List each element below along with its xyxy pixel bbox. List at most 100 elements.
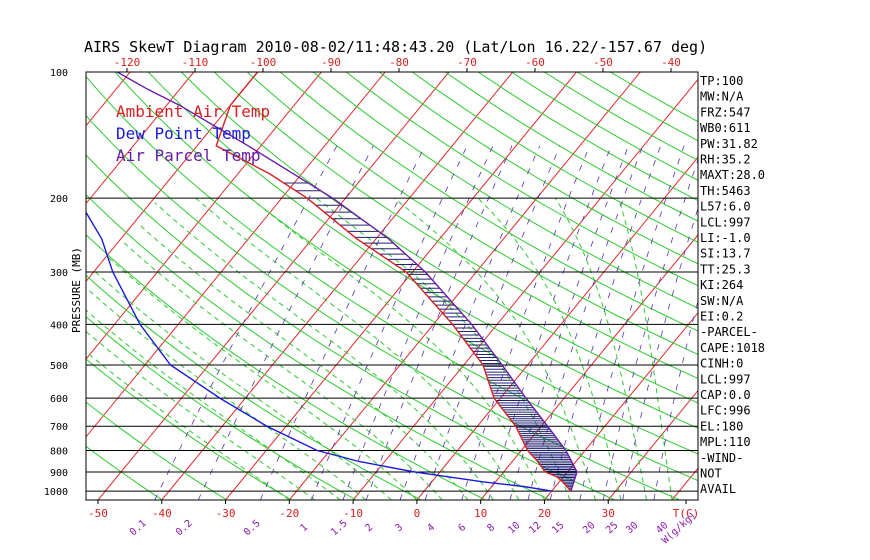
mixing-ratio-line xyxy=(549,145,661,500)
top-tick-label: -60 xyxy=(525,56,545,69)
bottom-tick-label: -10 xyxy=(343,507,363,520)
moist-adiabat-line xyxy=(393,197,596,500)
index-item: EI:0.2 xyxy=(700,310,743,324)
mixing-ratio-label: 4 xyxy=(425,522,437,534)
dry-adiabat-line xyxy=(86,274,422,500)
index-item: MPL:110 xyxy=(700,435,751,449)
isotherm-line xyxy=(86,72,386,438)
top-tick-label: -120 xyxy=(114,56,141,69)
isotherm-line xyxy=(800,72,870,500)
mixing-ratio-label: 1.5 xyxy=(329,518,350,538)
index-item: WB0:611 xyxy=(700,121,751,135)
index-item: LCL:997 xyxy=(700,215,751,229)
isotherm-line xyxy=(97,72,450,500)
pressure-tick-label: 400 xyxy=(50,320,68,331)
isotherm-line xyxy=(86,72,259,283)
pressure-tick-label: 900 xyxy=(50,468,68,479)
index-item: FRZ:547 xyxy=(700,105,751,119)
mixing-ratio-label: 20 xyxy=(581,520,597,536)
moist-adiabat-line xyxy=(86,330,316,500)
dry-adiabat-line xyxy=(246,72,698,356)
mixing-ratio-label: 0.2 xyxy=(174,518,195,538)
mixing-ratio-label: 0.5 xyxy=(242,518,263,538)
mixing-ratio-label: 1 xyxy=(298,522,310,534)
moist-adiabat-line xyxy=(137,223,469,500)
dry-adiabat-line xyxy=(511,72,698,181)
bottom-tick-label: 30 xyxy=(602,507,615,520)
mixing-ratio-label: 2 xyxy=(363,522,375,534)
index-item: LCL:997 xyxy=(700,372,751,386)
mixing-ratio-line xyxy=(602,158,698,500)
pressure-tick-label: 200 xyxy=(50,194,68,205)
dry-adiabat-line xyxy=(279,72,698,332)
index-item: MW:N/A xyxy=(700,90,744,104)
isotherm-line xyxy=(86,72,322,360)
index-item: KI:264 xyxy=(700,278,743,292)
bottom-tick-label: 20 xyxy=(538,507,551,520)
parcel-temp-line xyxy=(116,72,578,492)
dry-adiabat-line xyxy=(86,234,486,500)
dry-adiabat-line xyxy=(213,72,698,380)
mixing-ratio-label: 12 xyxy=(527,520,543,536)
moist-adiabat-line xyxy=(195,197,520,500)
mixing-ratio-label: 8 xyxy=(485,522,497,534)
mixing-ratio-label: 3 xyxy=(393,522,405,534)
dry-adiabat-line xyxy=(86,445,163,500)
cape-hatch-layer xyxy=(283,182,577,491)
moist-adiabat-line xyxy=(86,350,290,500)
isotherm-line xyxy=(544,311,698,500)
mixing-ratio-label: 25 xyxy=(604,520,620,536)
top-tick-label: -100 xyxy=(250,56,277,69)
index-item: TP:100 xyxy=(700,74,743,88)
index-item: SI:13.7 xyxy=(700,247,751,261)
mixing-ratio-line xyxy=(260,145,426,500)
index-item: MAXT:28.0 xyxy=(700,168,765,182)
mixing-ratio-label: 6 xyxy=(456,522,468,534)
index-item: NOT xyxy=(700,467,722,481)
bottom-tick-label: T(C) xyxy=(673,507,700,520)
dry-adiabat-line xyxy=(345,72,698,287)
bottom-tick-label: -40 xyxy=(152,507,172,520)
index-item: TT:25.3 xyxy=(700,262,751,276)
dry-adiabat-line xyxy=(86,154,616,500)
isotherm-line xyxy=(86,72,195,205)
pressure-tick-label: 500 xyxy=(50,361,68,372)
isotherm-line xyxy=(352,78,698,500)
ambient-temp-line xyxy=(215,72,572,492)
top-tick-label: -50 xyxy=(593,56,613,69)
pressure-tick-label: 100 xyxy=(50,68,68,79)
index-item: -PARCEL- xyxy=(700,325,758,339)
dry-adiabat-line xyxy=(114,72,698,455)
bottom-tick-label: -30 xyxy=(216,507,236,520)
chart-title: AIRS SkewT Diagram 2010-08-02/11:48:43.2… xyxy=(84,38,707,56)
top-tick-label: -110 xyxy=(182,56,209,69)
bottom-tick-label: 0 xyxy=(414,507,421,520)
moist-adiabat-line xyxy=(154,202,494,500)
isotherm-line xyxy=(416,156,698,500)
isotherm-line xyxy=(288,72,641,500)
dry-adiabat-line xyxy=(378,72,698,265)
index-item: AVAIL xyxy=(700,482,736,496)
index-item: CAPE:1018 xyxy=(700,341,765,355)
pressure-tick-label: 700 xyxy=(50,422,68,433)
bottom-tick-label: 10 xyxy=(474,507,487,520)
dry-adiabat-line xyxy=(86,401,228,500)
pressure-tick-label: 600 xyxy=(50,394,68,405)
top-tick-label: -40 xyxy=(661,56,681,69)
mixing-ratio-line xyxy=(197,145,374,500)
legend-item: Air Parcel Temp xyxy=(116,146,261,165)
top-tick-label: -80 xyxy=(389,56,409,69)
moist-adiabat-line xyxy=(477,197,622,500)
moist-adiabat-line xyxy=(123,242,443,500)
pressure-tick-label: 800 xyxy=(50,447,68,458)
index-item: SW:N/A xyxy=(700,294,744,308)
dry-adiabat-line xyxy=(86,316,357,500)
index-item: LI:-1.0 xyxy=(700,231,751,245)
index-item: CINH:0 xyxy=(700,357,743,371)
moist-adiabat-line xyxy=(554,197,647,500)
index-item: TH:5463 xyxy=(700,184,751,198)
bottom-tick-label: -50 xyxy=(88,507,108,520)
moist-adiabat-line xyxy=(316,197,571,500)
